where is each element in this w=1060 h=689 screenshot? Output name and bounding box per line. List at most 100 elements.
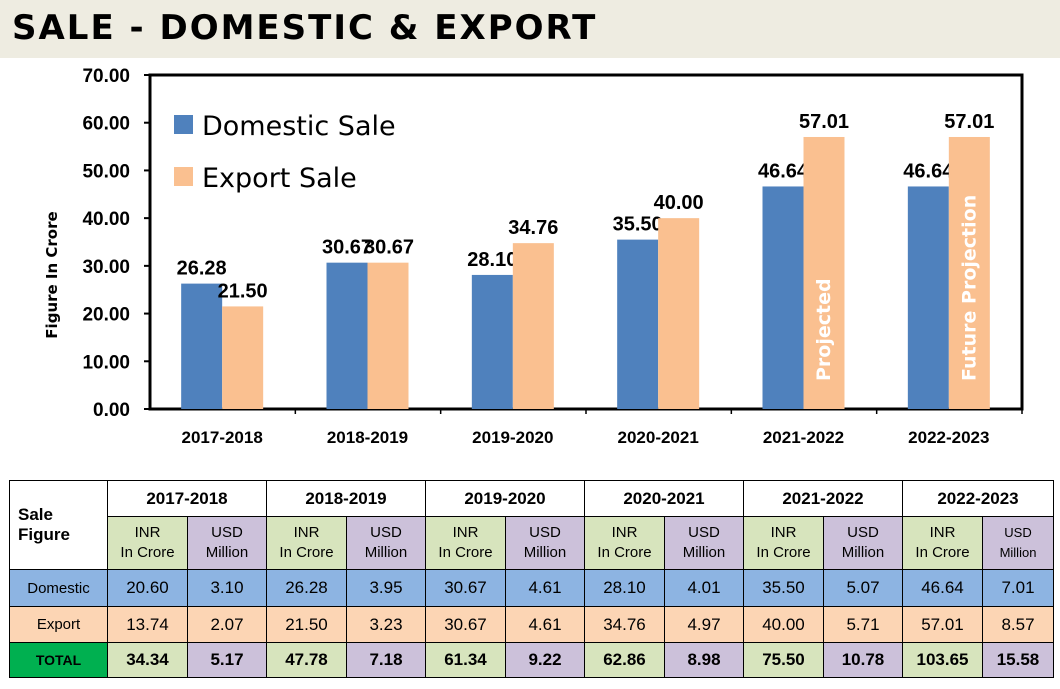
bar — [617, 239, 659, 409]
bar — [948, 136, 990, 409]
unit-usd-header: USD Million — [187, 516, 267, 570]
table-cell: 20.60 — [107, 569, 188, 607]
table-cell: 3.10 — [187, 569, 267, 607]
table-cell: 40.00 — [743, 606, 824, 643]
unit-usd-header: USD Million — [982, 516, 1054, 570]
sales-table: Sale Figure 2017-2018 2018-2019 2019-2020 202… — [9, 480, 1054, 678]
data-label: 21.50 — [218, 280, 268, 302]
table-year-header: 2022-2023 — [902, 480, 1054, 517]
sales-chart: 0.00 10.00 20.00 30.00 40.00 50.00 60.00 70.00 F… — [43, 66, 1024, 447]
table-cell: 75.50 — [743, 642, 824, 678]
row-label: Export — [9, 606, 108, 643]
y-tick-label: 30.00 — [82, 257, 130, 278]
x-tick-label: 2018-2019 — [327, 428, 408, 447]
table-cell: 62.86 — [584, 642, 665, 678]
data-label: 26.28 — [177, 258, 227, 280]
bar — [326, 262, 368, 409]
bar — [512, 243, 554, 409]
x-tick-label: 2021-2022 — [763, 428, 844, 447]
table-cell: 4.97 — [664, 606, 744, 643]
table-cell: 30.67 — [425, 569, 506, 607]
table-cell: 3.23 — [346, 606, 426, 643]
x-tick-label: 2017-2018 — [182, 428, 263, 447]
table-cell: 3.95 — [346, 569, 426, 607]
bar — [367, 262, 409, 409]
bar — [471, 274, 513, 409]
unit-inr-header: INR In Crore — [266, 516, 347, 570]
bar — [803, 136, 845, 409]
table-cell: 8.98 — [664, 642, 744, 678]
table-cell: 4.61 — [505, 569, 585, 607]
data-label: 34.76 — [508, 217, 558, 239]
data-label: 57.01 — [799, 111, 849, 133]
table-cell: 5.17 — [187, 642, 267, 678]
row-label: Domestic — [9, 569, 108, 607]
table-cell: 57.01 — [902, 606, 983, 643]
data-label: 30.67 — [322, 237, 372, 259]
unit-usd-header: USD Million — [505, 516, 585, 570]
table-cell: 4.61 — [505, 606, 585, 643]
unit-usd-header: USD Million — [823, 516, 903, 570]
unit-inr-header: INR In Crore — [743, 516, 824, 570]
bar — [658, 218, 700, 409]
data-label: 46.64 — [758, 160, 809, 182]
table-cell: 4.01 — [664, 569, 744, 607]
bar — [181, 283, 223, 409]
table-cell: 28.10 — [584, 569, 665, 607]
data-label: 57.01 — [944, 111, 994, 133]
y-tick-label: 70.00 — [82, 66, 130, 87]
unit-usd-header: USD Million — [664, 516, 744, 570]
table-row: Export 13.74 2.07 21.50 3.23 30.67 4.61 34.76 4.… — [9, 606, 1054, 643]
table-cell: 30.67 — [425, 606, 506, 643]
table-year-header: 2021-2022 — [743, 480, 903, 517]
unit-inr-header: INR In Crore — [902, 516, 983, 570]
unit-inr-header: INR In Crore — [425, 516, 506, 570]
table-cell: 10.78 — [823, 642, 903, 678]
data-label: 46.64 — [903, 160, 954, 182]
legend-swatch — [174, 167, 193, 186]
table-cell: 7.18 — [346, 642, 426, 678]
table-cell: 47.78 — [266, 642, 347, 678]
table-header-units: INR In Crore USD Million INR In Crore USD Milli… — [10, 516, 1054, 570]
table-row: TOTAL 34.34 5.17 47.78 7.18 61.34 9.22 62.86 8.9… — [9, 642, 1054, 678]
table-cell: 35.50 — [743, 569, 824, 607]
table-cell: 34.76 — [584, 606, 665, 643]
data-label: 40.00 — [654, 192, 704, 214]
table-year-header: 2017-2018 — [107, 480, 267, 517]
table-cell: 15.58 — [982, 642, 1054, 678]
table-cell: 34.34 — [107, 642, 188, 678]
unit-usd-header: USD Million — [346, 516, 426, 570]
bar-annotation: Projected — [813, 278, 835, 381]
x-tick-label: 2020-2021 — [618, 428, 699, 447]
data-label: 35.50 — [613, 214, 663, 236]
y-tick-label: 20.00 — [82, 305, 130, 326]
table-cell: 5.71 — [823, 606, 903, 643]
table-cell: 7.01 — [982, 569, 1054, 607]
unit-inr-header: INR In Crore — [107, 516, 188, 570]
table-year-header: 2020-2021 — [584, 480, 744, 517]
y-tick-label: 40.00 — [82, 209, 130, 230]
x-tick-label: 2019-2020 — [472, 428, 553, 447]
legend-label: Export Sale — [202, 163, 357, 194]
y-tick-label: 0.00 — [93, 400, 130, 421]
legend-label: Domestic Sale — [202, 111, 396, 142]
y-axis-label: Figure In Crore — [43, 211, 61, 338]
table-header-years: Sale Figure 2017-2018 2018-2019 2019-2020 202… — [9, 480, 1054, 570]
table-cell: 103.65 — [902, 642, 983, 678]
page-title: SALE - DOMESTIC & EXPORT — [12, 8, 598, 48]
row-label: TOTAL — [9, 642, 108, 678]
table-cell: 8.57 — [982, 606, 1054, 643]
legend-swatch — [174, 115, 193, 134]
y-tick-label: 10.00 — [82, 352, 130, 373]
table-corner-label: Sale Figure — [9, 480, 108, 570]
table-year-header: 2018-2019 — [266, 480, 426, 517]
bar — [222, 306, 264, 409]
table-cell: 21.50 — [266, 606, 347, 643]
y-tick-label: 50.00 — [82, 161, 130, 182]
y-tick-label: 60.00 — [82, 114, 130, 135]
table-year-header: 2019-2020 — [425, 480, 585, 517]
data-label: 28.10 — [467, 249, 517, 271]
table-cell: 61.34 — [425, 642, 506, 678]
x-tick-label: 2022-2023 — [908, 428, 989, 447]
title-bar — [0, 0, 1060, 58]
